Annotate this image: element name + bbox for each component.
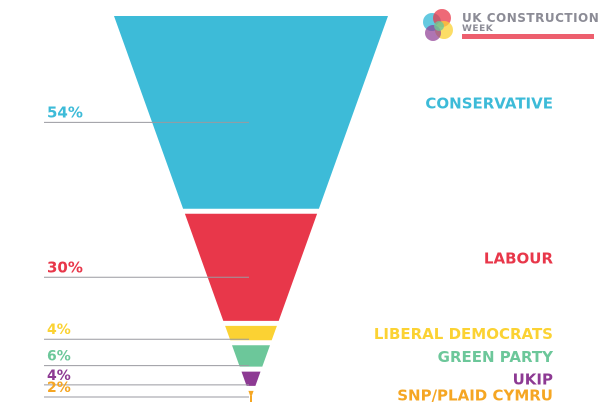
percent-label-conservative: 54% <box>47 103 83 121</box>
funnel-segment-green-party <box>232 345 270 367</box>
funnel-segment-snp-plaid-cymru <box>248 390 254 398</box>
brand-logo: UK CONSTRUCTION WEEK <box>418 6 600 46</box>
party-label-snp-plaid-cymru: SNP/PLAID CYMRU <box>397 386 553 404</box>
party-label-conservative: CONSERVATIVE <box>425 94 553 112</box>
party-label-liberal-democrats: LIBERAL DEMOCRATS <box>374 325 553 343</box>
logo-line-1: UK CONSTRUCTION <box>462 11 600 25</box>
party-label-labour: LABOUR <box>484 249 554 267</box>
funnel-segment-conservative <box>114 16 388 209</box>
funnel-segment-labour <box>184 213 318 321</box>
percent-label-snp-plaid-cymru: 2% <box>47 380 71 396</box>
logo-line-2: WEEK <box>462 24 494 34</box>
logo-mark-icon <box>423 9 594 41</box>
party-label-green-party: GREEN PARTY <box>438 348 554 366</box>
funnel-segment-ukip <box>241 371 261 386</box>
funnel-segment-liberal-democrats <box>225 325 277 341</box>
percent-label-green-party: 6% <box>47 349 71 365</box>
party-label-ukip: UKIP <box>513 371 553 389</box>
percent-label-ukip: 4% <box>47 368 71 384</box>
percent-label-liberal-democrats: 4% <box>47 322 71 338</box>
percent-label-labour: 30% <box>47 258 83 276</box>
